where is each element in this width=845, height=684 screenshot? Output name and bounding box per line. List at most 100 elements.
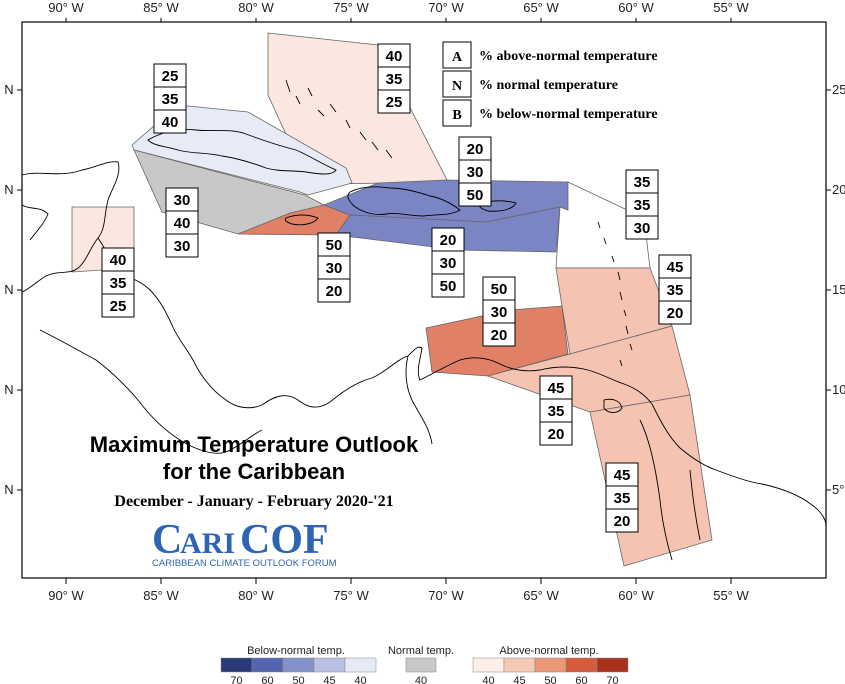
colorbar-tick: 45 bbox=[323, 675, 335, 684]
logo-subtitle: CARIBBEAN CLIMATE OUTLOOK FORUM bbox=[152, 558, 337, 569]
colorbar-label: Above-normal temp. bbox=[499, 645, 598, 657]
prob-cell-B bbox=[377, 89, 411, 114]
lon-label-bottom: 85° W bbox=[143, 588, 179, 603]
colorbar-tick: 70 bbox=[230, 675, 242, 684]
latitude-labels-right: 25 20 15 10 5° bbox=[826, 82, 845, 497]
prob-value-A: 45 bbox=[667, 259, 684, 276]
key-row-A: A % above-normal temperature bbox=[442, 41, 658, 69]
prob-cell-B bbox=[482, 322, 516, 347]
colorbar-above: Above-normal temp. 40 45 50 60 70 bbox=[472, 645, 629, 684]
colorbar-swatch bbox=[472, 657, 505, 673]
prob-box-leeward: 35 35 30 bbox=[625, 169, 659, 240]
prob-value-A: 20 bbox=[440, 232, 457, 249]
prob-cell-B bbox=[101, 293, 135, 318]
lon-label-top: 75° W bbox=[333, 0, 369, 15]
longitude-labels-bottom: 90° W 85° W 80° W 75° W 70° W 65° W 60° W 55° W bbox=[48, 578, 749, 603]
colorbar-swatch bbox=[251, 657, 284, 673]
prob-value-N: 30 bbox=[326, 260, 343, 277]
prob-value-B: 40 bbox=[162, 114, 179, 131]
lon-label-bottom: 70° W bbox=[428, 588, 464, 603]
key-letter: N bbox=[452, 79, 462, 94]
prob-box-bahamas: 40 35 25 bbox=[377, 43, 411, 114]
lon-label-bottom: 80° W bbox=[238, 588, 274, 603]
region-cuba bbox=[131, 104, 353, 196]
prob-box-belize: 40 35 25 bbox=[101, 247, 135, 318]
prob-box-hispaniola-pr-south: 20 30 50 bbox=[431, 227, 465, 298]
lat-label-right: 15 bbox=[832, 282, 845, 297]
prob-box-cuba: 25 35 40 bbox=[153, 63, 187, 134]
lat-label-left: N bbox=[4, 82, 13, 97]
colorbar-swatch bbox=[344, 657, 377, 673]
lat-label-right: 5° bbox=[832, 482, 844, 497]
prob-value-A: 45 bbox=[614, 467, 631, 484]
colorbar-swatch bbox=[565, 657, 598, 673]
colorbar-swatch bbox=[220, 657, 253, 673]
prob-cell-B bbox=[625, 215, 659, 240]
key-letter-box bbox=[442, 41, 472, 69]
lon-label-bottom: 90° W bbox=[48, 588, 84, 603]
prob-value-A: 40 bbox=[386, 48, 403, 65]
prob-value-N: 35 bbox=[162, 91, 179, 108]
prob-value-B: 20 bbox=[667, 305, 684, 322]
prob-value-A: 20 bbox=[467, 141, 484, 158]
prob-value-A: 40 bbox=[110, 252, 127, 269]
prob-cell-B bbox=[165, 233, 199, 258]
lon-label-bottom: 55° W bbox=[713, 588, 749, 603]
lon-label-top: 55° W bbox=[713, 0, 749, 15]
prob-cell-B bbox=[431, 273, 465, 298]
logo-cap-c: C bbox=[152, 517, 182, 563]
prob-value-N: 30 bbox=[440, 255, 457, 272]
colorbar-swatch bbox=[534, 657, 567, 673]
key-letter-box bbox=[442, 99, 472, 127]
colorbar-tick: 40 bbox=[415, 675, 427, 684]
lat-label-right: 20 bbox=[832, 182, 845, 197]
lon-label-top: 60° W bbox=[618, 0, 654, 15]
lon-label-bottom: 60° W bbox=[618, 588, 654, 603]
title-line-2: for the Caribbean bbox=[163, 459, 345, 484]
colorbar-tick: 60 bbox=[261, 675, 273, 684]
colorbar-normal: Normal temp. 40 bbox=[388, 645, 454, 684]
lat-label-left: N bbox=[4, 182, 13, 197]
colorbar-swatch bbox=[313, 657, 346, 673]
prob-cell-B bbox=[539, 421, 573, 446]
prob-cell-B bbox=[153, 109, 187, 134]
colorbar-tick: 40 bbox=[354, 675, 366, 684]
key-row-N: N % normal temperature bbox=[442, 70, 618, 98]
prob-value-B: 30 bbox=[174, 238, 191, 255]
prob-box-hispaniola-pr: 20 30 50 bbox=[458, 136, 492, 207]
lon-label-top: 85° W bbox=[143, 0, 179, 15]
lon-label-top: 90° W bbox=[48, 0, 84, 15]
key-letter: B bbox=[452, 108, 461, 123]
prob-cell-B bbox=[317, 278, 351, 303]
prob-value-N: 35 bbox=[634, 197, 651, 214]
lat-label-left: N bbox=[4, 382, 13, 397]
prob-cell-B bbox=[658, 300, 692, 325]
prob-value-B: 20 bbox=[326, 283, 343, 300]
colorbar-tick: 40 bbox=[482, 675, 494, 684]
lon-label-bottom: 75° W bbox=[333, 588, 369, 603]
logo-ari: ARI bbox=[180, 527, 235, 560]
logo-cof: COF bbox=[240, 517, 329, 563]
longitude-labels-top: 90° W 85° W 80° W 75° W 70° W 65° W 60° W 55° W bbox=[48, 0, 749, 22]
prob-box-windward: 45 35 20 bbox=[658, 254, 692, 325]
prob-value-B: 20 bbox=[548, 426, 565, 443]
prob-value-A: 45 bbox=[548, 380, 565, 397]
prob-value-N: 30 bbox=[491, 304, 508, 321]
latitude-labels-left: N N N N N bbox=[4, 82, 22, 497]
colorbar-swatch bbox=[405, 657, 437, 673]
prob-box-jamaica: 50 30 20 bbox=[317, 232, 351, 303]
prob-value-B: 20 bbox=[614, 513, 631, 530]
colorbar-label: Normal temp. bbox=[388, 645, 454, 657]
prob-value-A: 30 bbox=[174, 192, 191, 209]
caricof-logo: C ARI COF CARIBBEAN CLIMATE OUTLOOK FORU… bbox=[152, 517, 337, 569]
colorbar-swatch bbox=[282, 657, 315, 673]
lon-label-top: 70° W bbox=[428, 0, 464, 15]
lat-label-left: N bbox=[4, 482, 13, 497]
key-text: % normal temperature bbox=[479, 78, 618, 93]
lat-label-right: 10 bbox=[832, 382, 845, 397]
prob-value-A: 50 bbox=[491, 281, 508, 298]
prob-value-B: 50 bbox=[467, 187, 484, 204]
